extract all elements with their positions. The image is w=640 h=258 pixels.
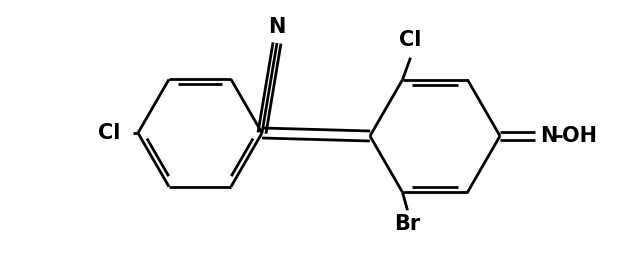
Text: Cl: Cl [98,123,120,143]
Text: N: N [540,126,557,146]
Text: N: N [268,17,285,37]
Text: Cl: Cl [399,30,422,50]
Text: Br: Br [394,214,420,234]
Text: OH: OH [562,126,597,146]
